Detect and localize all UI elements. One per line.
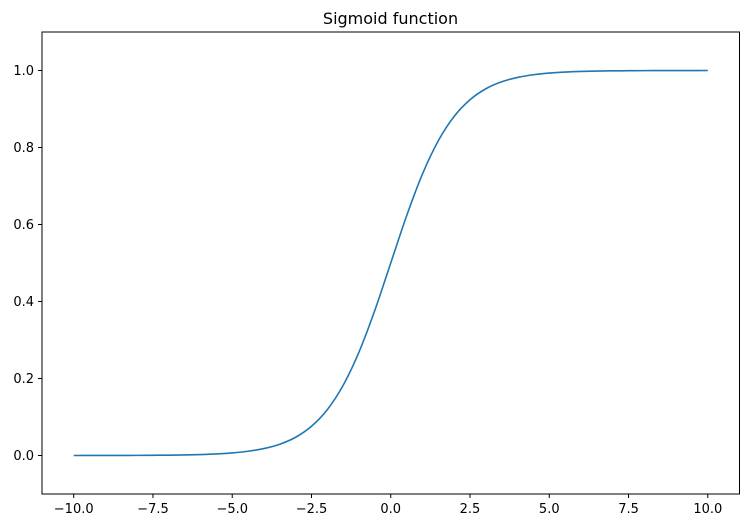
y-tick-label: 0.4 xyxy=(13,295,34,310)
x-tick-label: −2.5 xyxy=(296,502,328,517)
y-tick-label: 0.0 xyxy=(13,449,34,464)
x-tick-label: −10.0 xyxy=(54,502,94,517)
x-tick-label: −7.5 xyxy=(137,502,169,517)
plot-frame xyxy=(41,31,740,495)
x-tick-label: 2.5 xyxy=(460,502,481,517)
y-tick-label: 1.0 xyxy=(13,64,34,79)
x-tick-label: −5.0 xyxy=(216,502,248,517)
y-tick-label: 0.8 xyxy=(13,141,34,156)
chart-title: Sigmoid function xyxy=(323,9,458,28)
x-tick-label: 10.0 xyxy=(693,502,722,517)
sigmoid-line xyxy=(73,69,708,457)
x-tick-label: 5.0 xyxy=(539,502,560,517)
y-axis: 0.0 0.2 0.4 0.6 0.8 1.0 xyxy=(13,64,42,464)
x-tick-label: 0.0 xyxy=(380,502,401,517)
y-tick-label: 0.2 xyxy=(13,372,34,387)
x-axis: −10.0 −7.5 −5.0 −2.5 0.0 2.5 5.0 7.5 10.0 xyxy=(54,494,722,517)
x-tick-label: 7.5 xyxy=(618,502,639,517)
y-tick-label: 0.6 xyxy=(13,218,34,233)
